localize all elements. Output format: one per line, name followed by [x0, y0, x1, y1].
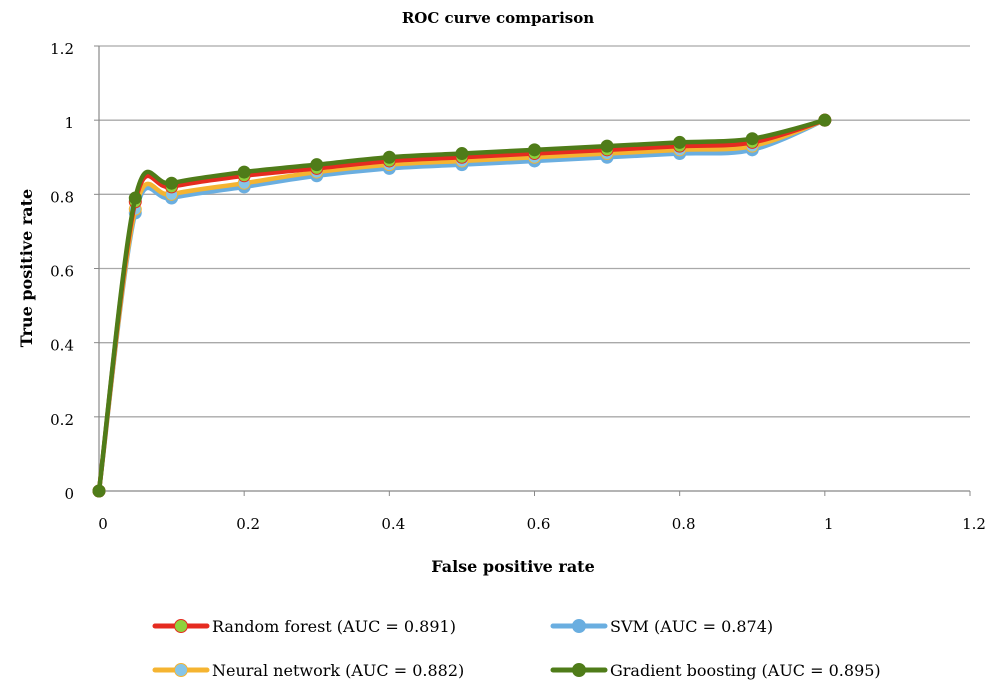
data-point [310, 158, 324, 172]
chart-title: ROC curve comparison [402, 9, 594, 27]
y-tick-label: 1.2 [50, 40, 74, 58]
data-point [455, 147, 469, 161]
x-tick-label: 1 [824, 515, 834, 533]
series-0 [92, 113, 832, 498]
legend-swatch-marker [572, 619, 586, 633]
legend-label: Gradient boosting (AUC = 0.895) [610, 661, 881, 680]
axis-layer [94, 45, 971, 496]
y-tick-label: 0.6 [50, 263, 74, 281]
legend-item: Random forest (AUC = 0.891) [152, 617, 456, 636]
legend-label: SVM (AUC = 0.874) [610, 617, 773, 636]
legend-item: SVM (AUC = 0.874) [550, 617, 773, 636]
legend-swatch-marker [572, 663, 586, 677]
x-tick-label: 1.2 [962, 515, 986, 533]
y-axis-label: True positive rate [17, 189, 36, 347]
legend-swatch-marker [174, 619, 188, 633]
legend: Random forest (AUC = 0.891) SVM (AUC = 0.… [152, 617, 881, 680]
data-point [818, 113, 832, 127]
data-point [382, 150, 396, 164]
x-tick-label: 0.8 [672, 515, 696, 533]
y-tick-label: 0.8 [50, 188, 74, 206]
data-point [745, 132, 759, 146]
y-tick-label: 0.2 [50, 411, 74, 429]
data-point [600, 139, 614, 153]
data-point [165, 176, 179, 190]
data-point [237, 165, 251, 179]
legend-swatch-marker [174, 663, 188, 677]
y-tick-label: 0 [64, 485, 74, 503]
legend-item: Neural network (AUC = 0.882) [152, 661, 464, 680]
y-tick-label: 1 [64, 114, 74, 132]
grid-layer [99, 45, 970, 418]
series-2 [92, 113, 832, 498]
data-point [673, 135, 687, 149]
series-line [96, 117, 828, 494]
x-tick-label: 0.6 [527, 515, 551, 533]
data-point [528, 143, 541, 157]
legend-item: Gradient boosting (AUC = 0.895) [550, 661, 881, 680]
tick-layer: 0 0.2 0.4 0.6 0.8 1 1.2 0 0.2 0.4 0.6 0.8 1 1.2 [50, 40, 986, 533]
legend-label: Random forest (AUC = 0.891) [212, 617, 456, 636]
y-tick-label: 0.4 [50, 337, 74, 355]
x-tick-label: 0.2 [236, 515, 260, 533]
data-point [92, 484, 106, 498]
legend-label: Neural network (AUC = 0.882) [212, 661, 464, 680]
x-axis-label: False positive rate [431, 557, 595, 576]
series-1 [92, 113, 832, 498]
series-layer [92, 113, 832, 498]
x-tick-label: 0 [98, 515, 108, 533]
x-tick-label: 0.4 [381, 515, 405, 533]
series-3 [92, 113, 832, 498]
data-point [128, 191, 142, 205]
